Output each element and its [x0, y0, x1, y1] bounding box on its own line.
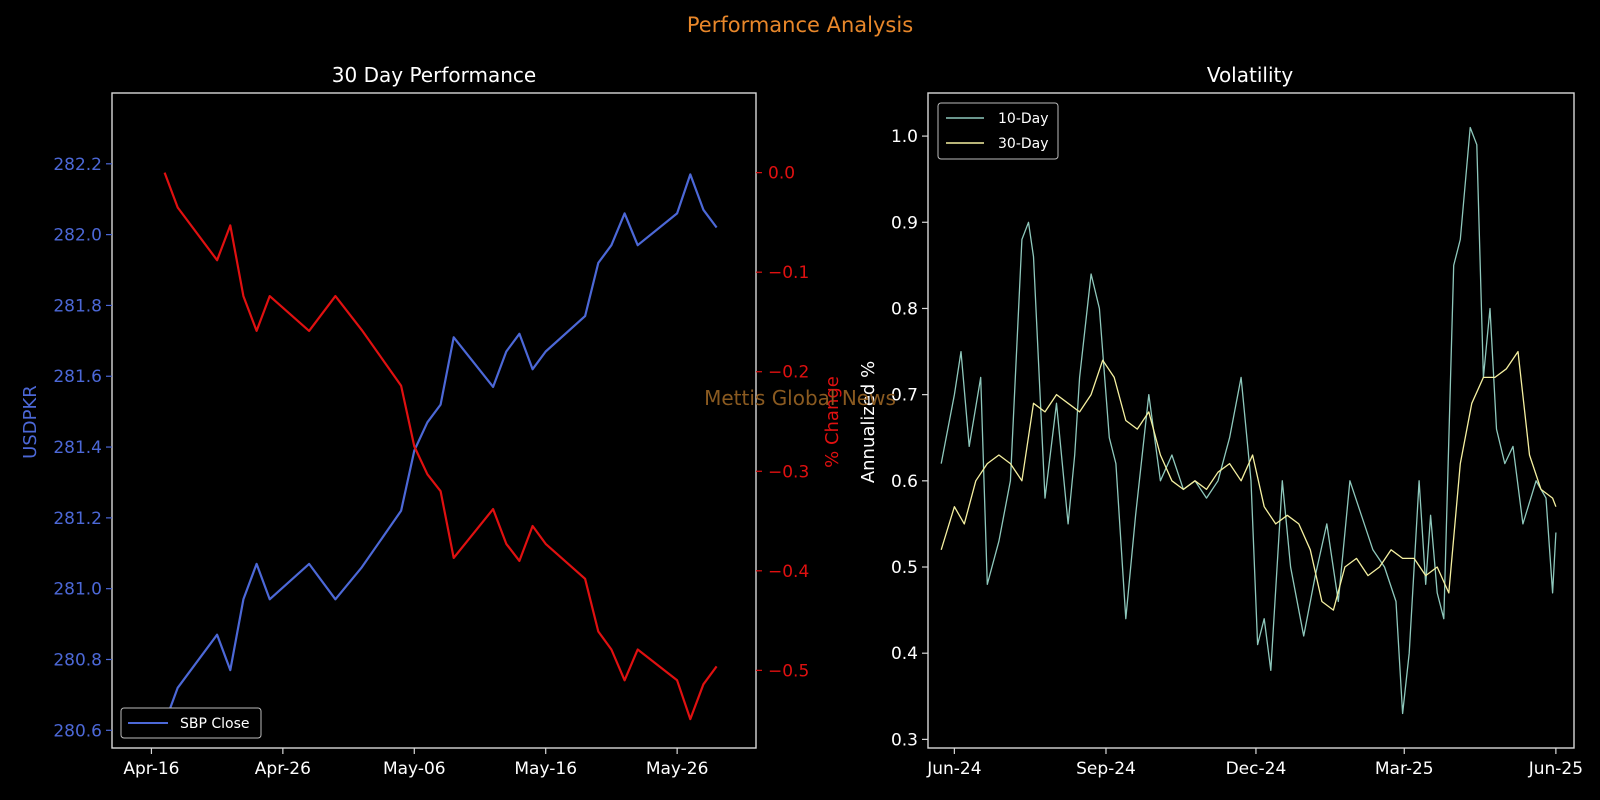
volatility-y-tick-label: 0.6	[891, 472, 918, 492]
volatility-y-tick-label: 0.8	[891, 299, 918, 319]
date-axis-tick-label: May-06	[383, 759, 446, 779]
date-axis-tick-label: May-16	[514, 759, 577, 779]
price-axis-tick-label: 280.6	[53, 721, 102, 741]
sbp-close-line	[163, 173, 718, 724]
date-axis-tick-label: Apr-26	[255, 759, 311, 779]
volatility-legend-box	[937, 102, 1059, 160]
volatility-date-tick-label: Jun-24	[926, 759, 981, 779]
percent-change-axis: 0.0 −0.1 −0.2 −0.3 −0.4 −0.5	[756, 164, 809, 681]
sbp-close-legend-label: SBP Close	[180, 716, 250, 732]
30-day-volatility-line	[940, 350, 1557, 611]
volatility-y-tick-label: 0.3	[891, 730, 918, 750]
volatility-chart: Volatility 0.3 0.4 0.5 0.6 0.7 0.8 0.9 1.0 Jun-…	[858, 63, 1583, 779]
percent-change-axis-tick-label: −0.5	[768, 661, 809, 681]
date-axis-tick-label: May-26	[646, 759, 709, 779]
price-axis-tick-label: 281.4	[53, 438, 102, 458]
percent-change-axis-label: % Change	[822, 376, 843, 468]
percent-change-axis-tick-label: −0.3	[768, 462, 809, 482]
volatility-chart-title: Volatility	[1207, 63, 1294, 87]
performance-chart-marks	[163, 172, 718, 724]
price-axis-tick-label: 282.0	[53, 226, 102, 246]
price-axis-tick-label: 281.0	[53, 580, 102, 600]
date-axis-tick-label: Apr-16	[123, 759, 179, 779]
price-axis: 280.6 280.8 281.0 281.2 281.4 281.6 281.8 282.0…	[53, 155, 112, 741]
price-axis-tick-label: 281.6	[53, 367, 102, 387]
30-day-legend-label: 30-Day	[998, 136, 1049, 152]
percent-change-axis-tick-label: −0.2	[768, 363, 809, 383]
volatility-y-axis: 0.3 0.4 0.5 0.6 0.7 0.8 0.9 1.0	[891, 127, 928, 750]
volatility-date-axis: Jun-24 Sep-24 Dec-24 Mar-25 Jun-25	[926, 748, 1583, 779]
watermark: Mettis Global News	[704, 386, 896, 410]
performance-legend-box	[120, 707, 262, 739]
volatility-date-tick-label: Jun-25	[1528, 759, 1583, 779]
price-axis-tick-label: 281.2	[53, 509, 102, 529]
volatility-date-tick-label: Sep-24	[1076, 759, 1136, 779]
date-axis: Apr-16 Apr-26 May-06 May-16 May-26	[123, 748, 708, 779]
volatility-legend: 10-Day 30-Day	[937, 102, 1059, 160]
volatility-y-tick-label: 0.5	[891, 558, 918, 578]
volatility-y-tick-label: 0.9	[891, 213, 918, 233]
price-axis-label: USDPKR	[20, 385, 41, 459]
price-axis-tick-label: 282.2	[53, 155, 102, 175]
percent-change-axis-tick-label: −0.4	[768, 562, 809, 582]
figure-suptitle: Performance Analysis	[687, 13, 913, 37]
performance-legend: SBP Close	[120, 707, 262, 739]
volatility-chart-frame	[927, 92, 1575, 749]
percent-change-axis-tick-label: −0.1	[768, 263, 809, 283]
volatility-chart-marks	[940, 126, 1557, 715]
volatility-date-tick-label: Mar-25	[1375, 759, 1434, 779]
percent-change-axis-tick-label: 0.0	[768, 164, 795, 184]
performance-chart-title: 30 Day Performance	[332, 63, 536, 87]
price-axis-tick-label: 280.8	[53, 650, 102, 670]
percent-change-line	[163, 172, 718, 721]
10-day-legend-label: 10-Day	[998, 111, 1049, 127]
performance-chart-frame	[111, 92, 757, 749]
volatility-y-tick-label: 0.7	[891, 386, 918, 406]
volatility-y-tick-label: 0.4	[891, 644, 918, 664]
volatility-date-tick-label: Dec-24	[1226, 759, 1287, 779]
performance-chart: 30 Day Performance 280.6280.8281.0281.22…	[20, 63, 843, 779]
volatility-y-tick-label: 1.0	[891, 127, 918, 147]
volatility-y-axis-label: Annualized %	[858, 361, 879, 483]
price-axis-tick-label: 281.8	[53, 296, 102, 316]
10-day-volatility-line	[940, 126, 1557, 715]
